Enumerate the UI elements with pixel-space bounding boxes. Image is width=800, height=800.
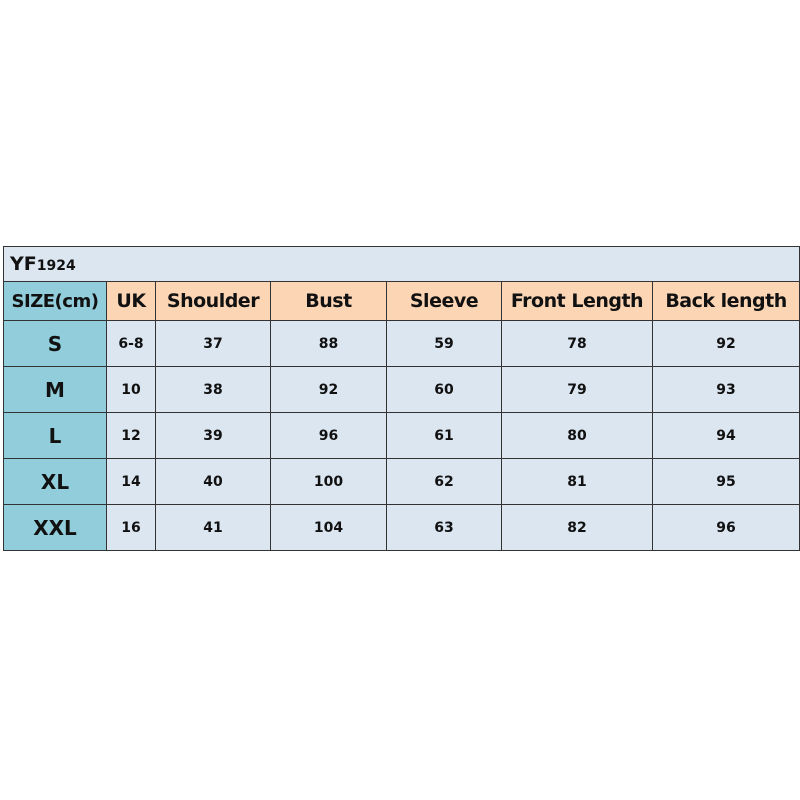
column-header: Bust bbox=[270, 281, 387, 321]
table-cell: 16 bbox=[106, 504, 156, 551]
table-row: S 6-8 37 88 59 78 92 bbox=[3, 320, 800, 367]
size-label: XL bbox=[3, 458, 107, 505]
table-cell: 82 bbox=[501, 504, 653, 551]
table-cell: 38 bbox=[155, 366, 271, 413]
table-cell: 104 bbox=[270, 504, 387, 551]
table-cell: 92 bbox=[270, 366, 387, 413]
table-cell: 12 bbox=[106, 412, 156, 459]
size-label: S bbox=[3, 320, 107, 367]
table-cell: 79 bbox=[501, 366, 653, 413]
table-cell: 96 bbox=[270, 412, 387, 459]
size-label: XXL bbox=[3, 504, 107, 551]
size-chart-table: YF1924 SIZE(cm) UK Shoulder Bust Sleeve Front… bbox=[2, 246, 800, 551]
column-header: Front Length bbox=[501, 281, 653, 321]
size-label: M bbox=[3, 366, 107, 413]
table-cell: 94 bbox=[651, 412, 800, 459]
header-row: SIZE(cm) UK Shoulder Bust Sleeve Front Length… bbox=[3, 281, 800, 321]
column-header: Shoulder bbox=[155, 281, 271, 321]
table-cell: 39 bbox=[155, 412, 271, 459]
table-row: XXL 16 41 104 63 82 96 bbox=[3, 504, 800, 551]
column-header: UK bbox=[106, 281, 156, 321]
table-cell: 96 bbox=[651, 504, 800, 551]
product-code-number: 1924 bbox=[36, 258, 76, 274]
column-header: Sleeve bbox=[386, 281, 502, 321]
table-cell: 60 bbox=[386, 366, 502, 413]
table-cell: 88 bbox=[270, 320, 387, 367]
table-row: XL 14 40 100 62 81 95 bbox=[3, 458, 800, 505]
column-header: Back length bbox=[651, 281, 800, 321]
table-cell: 40 bbox=[155, 458, 271, 505]
table-cell: 63 bbox=[386, 504, 502, 551]
product-code-prefix: YF bbox=[10, 253, 37, 275]
table-cell: 37 bbox=[155, 320, 271, 367]
table-cell: 61 bbox=[386, 412, 502, 459]
table-cell: 62 bbox=[386, 458, 502, 505]
table-cell: 81 bbox=[501, 458, 653, 505]
table-cell: 80 bbox=[501, 412, 653, 459]
title-row: YF1924 bbox=[2, 246, 800, 282]
table-cell: 95 bbox=[651, 458, 800, 505]
table-cell: 14 bbox=[106, 458, 156, 505]
table-cell: 6-8 bbox=[106, 320, 156, 367]
table-cell: 78 bbox=[501, 320, 653, 367]
table-cell: 41 bbox=[155, 504, 271, 551]
table-cell: 10 bbox=[106, 366, 156, 413]
table-row: L 12 39 96 61 80 94 bbox=[3, 412, 800, 459]
column-header: SIZE(cm) bbox=[3, 281, 107, 321]
size-label: L bbox=[3, 412, 107, 459]
table-cell: 59 bbox=[386, 320, 502, 367]
product-code: YF1924 bbox=[2, 246, 800, 282]
table-cell: 92 bbox=[651, 320, 800, 367]
table-cell: 100 bbox=[270, 458, 387, 505]
table-cell: 93 bbox=[651, 366, 800, 413]
table-row: M 10 38 92 60 79 93 bbox=[3, 366, 800, 413]
